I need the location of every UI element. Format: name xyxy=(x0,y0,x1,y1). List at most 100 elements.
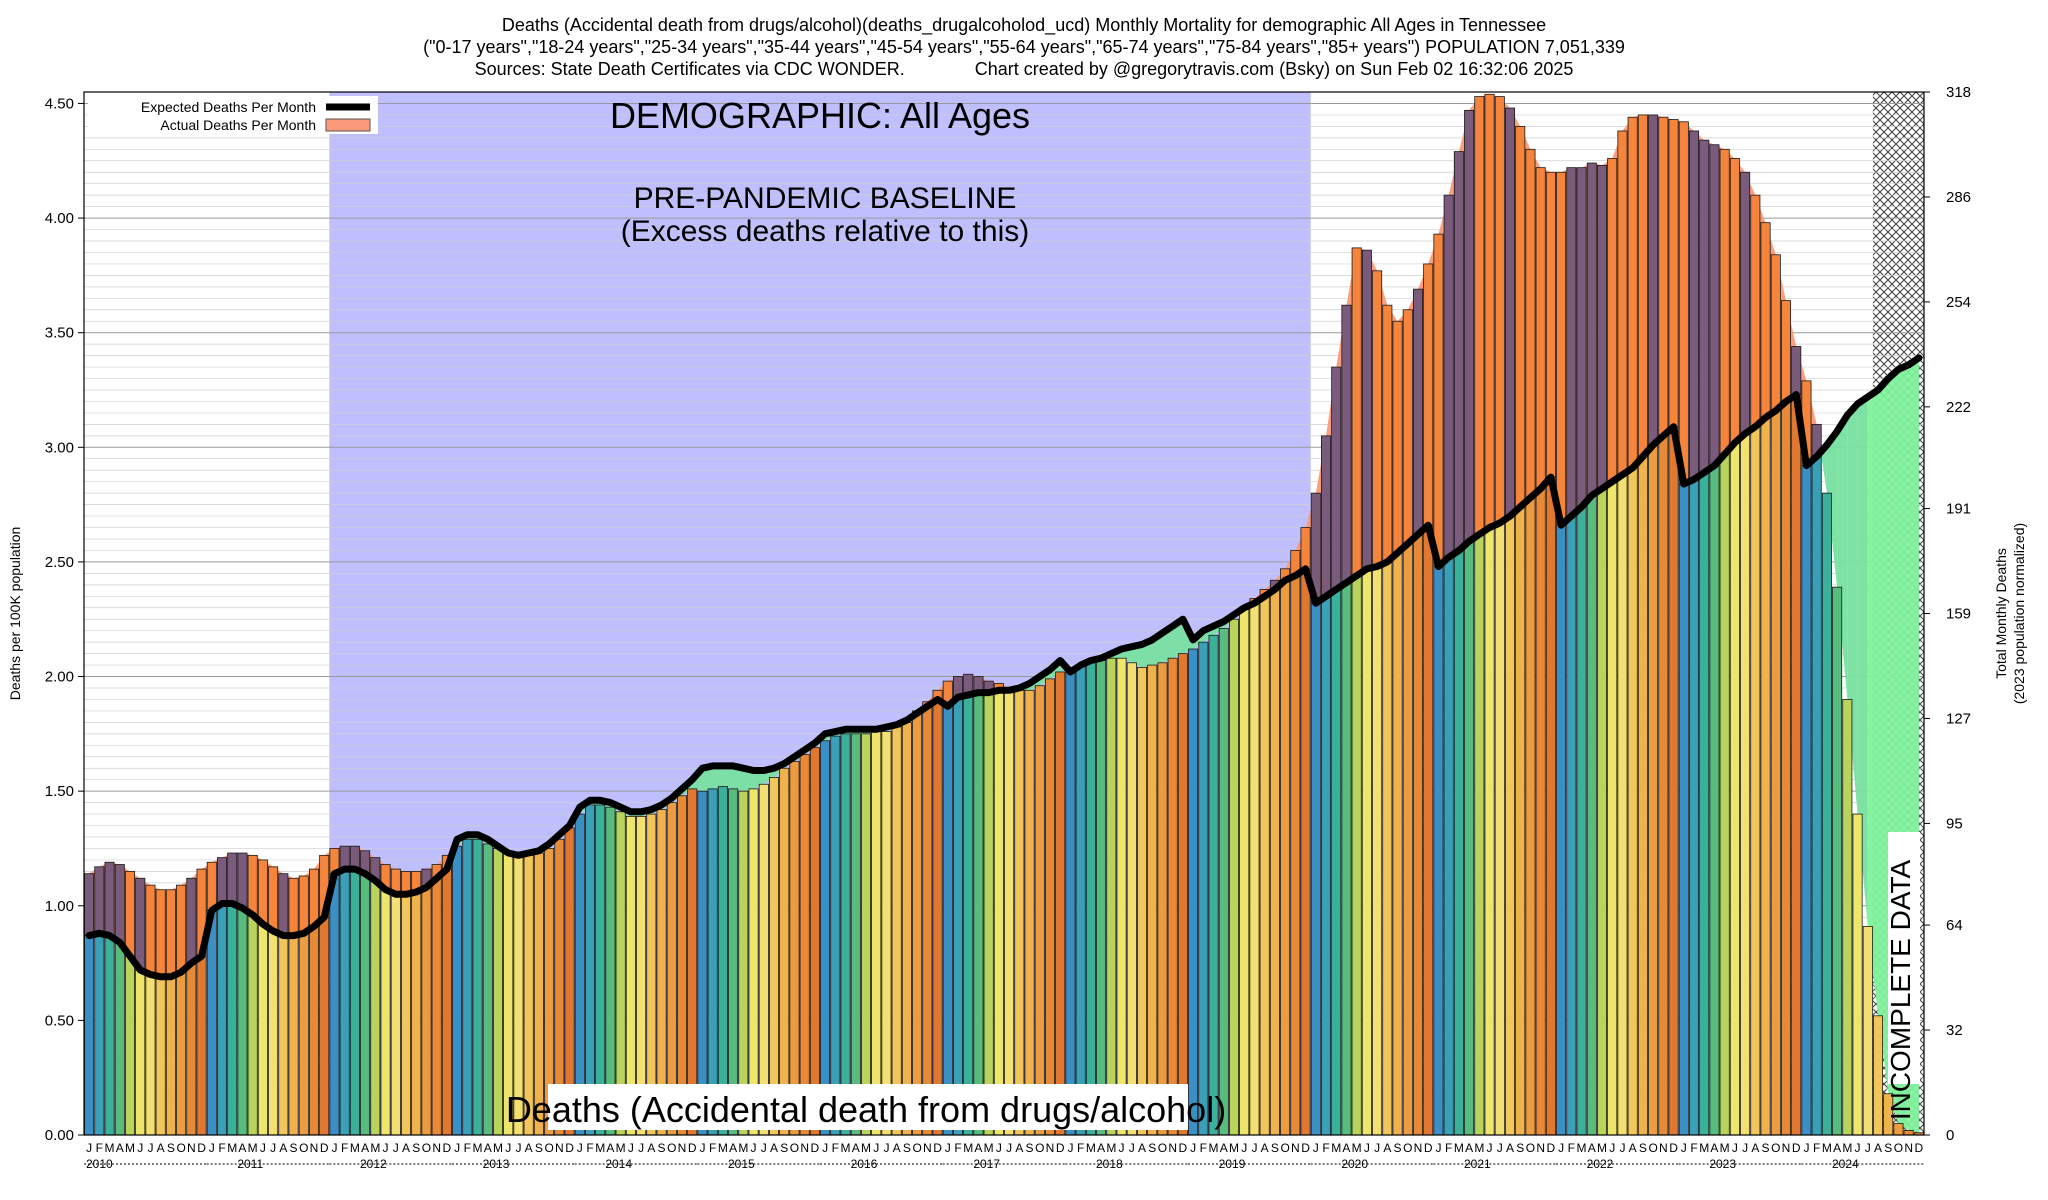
month-tick-label: N xyxy=(678,1141,687,1155)
bar xyxy=(881,731,892,1136)
month-tick-label: O xyxy=(1403,1141,1412,1155)
month-tick-label: A xyxy=(606,1141,614,1155)
month-tick-label: O xyxy=(667,1141,676,1155)
incomplete-label-box xyxy=(1888,832,1920,1084)
y-tick-label: 0.00 xyxy=(45,1127,74,1144)
month-tick-label: A xyxy=(1465,1141,1473,1155)
month-tick-label: A xyxy=(157,1141,165,1155)
month-tick-label: F xyxy=(218,1141,225,1155)
month-tick-label: A xyxy=(361,1141,369,1155)
bar xyxy=(1586,495,1597,1136)
month-tick-label: M xyxy=(718,1141,728,1155)
month-tick-label: O xyxy=(1035,1141,1044,1155)
month-tick-label: S xyxy=(780,1141,788,1155)
month-tick-label: J xyxy=(383,1141,389,1155)
month-tick-label: D xyxy=(1056,1141,1065,1155)
bar xyxy=(1556,524,1567,1136)
bar xyxy=(227,903,238,1136)
month-tick-label: M xyxy=(1086,1141,1096,1155)
month-tick-label: A xyxy=(1015,1141,1023,1155)
month-tick-label: N xyxy=(1046,1141,1055,1155)
year-tick-label: 2023 xyxy=(1709,1157,1736,1171)
right-tick-label: 159 xyxy=(1946,606,1971,623)
month-tick-label: J xyxy=(1609,1141,1615,1155)
month-tick-label: M xyxy=(595,1141,605,1155)
y-axis-label-left: Deaths per 100K population xyxy=(7,527,23,701)
bar xyxy=(1300,568,1311,1136)
bar xyxy=(268,930,279,1136)
right-tick-label: 318 xyxy=(1946,84,1971,101)
bar xyxy=(1044,678,1056,1136)
month-tick-label: M xyxy=(1474,1141,1484,1155)
month-tick-label: M xyxy=(248,1141,258,1155)
month-tick-label: A xyxy=(484,1141,492,1155)
bar xyxy=(1842,699,1853,1136)
bar xyxy=(390,893,401,1136)
month-tick-label: S xyxy=(167,1141,175,1155)
month-tick-label: F xyxy=(1077,1141,1084,1155)
month-tick-label: N xyxy=(310,1141,319,1155)
bar xyxy=(1228,618,1240,1136)
bar xyxy=(717,786,728,1136)
bar xyxy=(1832,586,1843,1136)
bar xyxy=(1566,515,1577,1136)
bar xyxy=(421,887,432,1136)
right-tick-label: 32 xyxy=(1946,1022,1963,1039)
right-tick-label: 127 xyxy=(1946,710,1971,727)
bar-excess xyxy=(288,877,299,936)
month-tick-label: M xyxy=(1822,1141,1832,1155)
month-tick-label: S xyxy=(1516,1141,1524,1155)
bar-excess xyxy=(1515,125,1526,508)
month-tick-label: F xyxy=(464,1141,471,1155)
month-tick-label: S xyxy=(1271,1141,1279,1155)
expected-deaths-line xyxy=(85,354,1923,981)
bar-excess xyxy=(186,877,197,964)
excess-deficit-area xyxy=(743,768,754,792)
right-tick-label: 0 xyxy=(1946,1127,1954,1144)
chart-subtitle-age-groups: ("0-17 years","18-24 years","25-34 years… xyxy=(423,37,1625,57)
bar xyxy=(1147,664,1158,1136)
month-tick-label: D xyxy=(1669,1141,1678,1155)
bar-excess xyxy=(124,870,136,957)
bar xyxy=(492,848,504,1136)
month-tick-label: F xyxy=(1445,1141,1452,1155)
bar xyxy=(1136,666,1148,1136)
bar-excess xyxy=(1556,171,1567,526)
bar xyxy=(1372,566,1383,1136)
year-tick-label: 2010 xyxy=(86,1157,113,1171)
bar xyxy=(850,733,861,1136)
y-tick-label: 2.50 xyxy=(45,554,74,571)
bar-excess xyxy=(227,852,238,904)
month-tick-label: O xyxy=(299,1141,308,1155)
right-tick-label: 64 xyxy=(1946,917,1963,934)
legend-actual-swatch xyxy=(325,118,371,132)
bar xyxy=(809,747,820,1136)
month-tick-label: D xyxy=(1424,1141,1433,1155)
month-tick-label: J xyxy=(945,1141,951,1155)
month-tick-label: J xyxy=(137,1141,143,1155)
bar xyxy=(1515,506,1526,1136)
bar xyxy=(1208,634,1219,1136)
month-tick-label: J xyxy=(1364,1141,1370,1155)
month-tick-label: D xyxy=(1547,1141,1556,1155)
month-tick-label: J xyxy=(1241,1141,1247,1155)
bar-excess xyxy=(104,861,115,936)
bar-excess xyxy=(114,864,125,943)
bar xyxy=(1014,689,1025,1136)
bar xyxy=(1157,662,1168,1136)
month-tick-label: N xyxy=(1904,1141,1913,1155)
bar-excess xyxy=(268,866,279,932)
month-tick-label: J xyxy=(1374,1141,1380,1155)
month-tick-label: M xyxy=(125,1141,135,1155)
bar xyxy=(360,873,371,1136)
bar xyxy=(942,705,953,1136)
bar-excess xyxy=(1740,171,1751,434)
bar xyxy=(1167,657,1178,1136)
bar xyxy=(983,692,994,1136)
right-tick-label: 95 xyxy=(1946,815,1963,832)
month-tick-label: N xyxy=(187,1141,196,1155)
month-tick-label: M xyxy=(984,1141,994,1155)
bar-excess xyxy=(1341,304,1352,583)
baseline-region xyxy=(329,92,1311,1135)
year-tick-label: 2024 xyxy=(1832,1157,1859,1171)
